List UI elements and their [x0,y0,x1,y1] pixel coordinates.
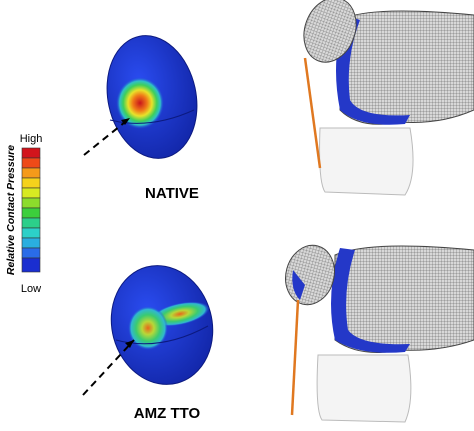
colorbar-high: High [20,133,43,145]
panel-label: AMZ TTO [134,405,201,422]
colorbar-low: Low [21,283,41,295]
colorbar-title: Relative Contact Pressure [5,145,17,275]
colorbar-swatches [21,147,41,273]
patella-native [83,35,198,159]
knee-native [303,0,474,196]
panel-label: NATIVE [145,185,199,202]
knee-amz [285,244,474,423]
patella-amz [82,265,214,396]
colorbar: Relative Contact Pressure High Low [5,133,43,295]
